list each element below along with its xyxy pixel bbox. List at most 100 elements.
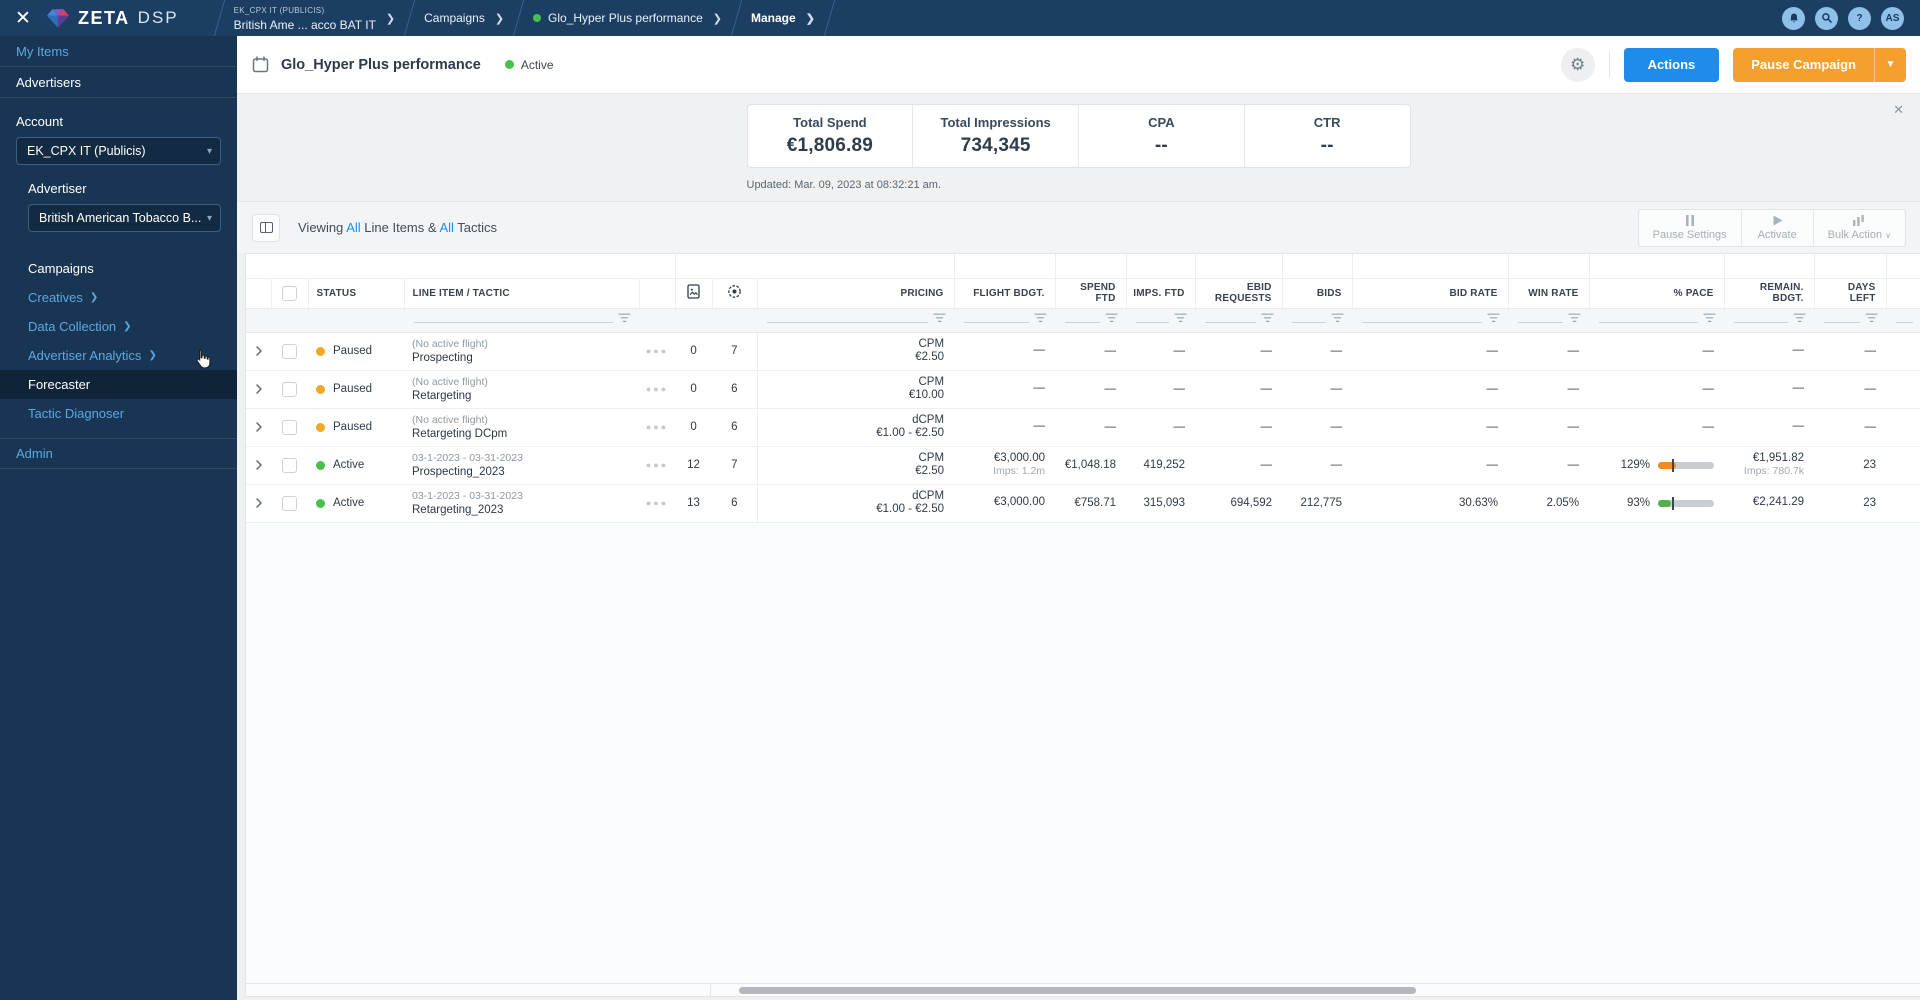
filter-icon[interactable] xyxy=(1034,313,1047,323)
col-header-imps-ftd[interactable]: IMPS. FTD xyxy=(1125,278,1196,309)
filter-input[interactable] xyxy=(1734,313,1789,323)
expand-row-icon[interactable] xyxy=(254,346,264,356)
avatar[interactable]: AS xyxy=(1881,6,1904,30)
row-menu-icon[interactable]: ●●● xyxy=(645,346,669,356)
breadcrumb-account[interactable]: EK_CPX IT (PUBLICIS) British Ame ... acc… xyxy=(234,0,395,36)
col-header-win-rate[interactable]: WIN RATE xyxy=(1507,278,1590,309)
advertiser-select[interactable]: British American Tobacco B... ▾ xyxy=(28,204,221,232)
expand-row-button[interactable] xyxy=(246,446,271,485)
row-checkbox[interactable] xyxy=(282,457,297,473)
col-header-pricing[interactable]: PRICING xyxy=(756,278,955,309)
bulk-action-button[interactable]: Bulk Action ∨ xyxy=(1812,209,1905,246)
notifications-button[interactable] xyxy=(1782,6,1805,30)
scrollbar-thumb[interactable] xyxy=(739,987,1416,994)
all-line-items-link[interactable]: All xyxy=(346,220,361,235)
row-menu-icon[interactable]: ●●● xyxy=(645,384,669,394)
pause-campaign-button[interactable]: Pause Campaign ▼ xyxy=(1733,47,1906,82)
expand-row-icon[interactable] xyxy=(254,384,264,394)
row-menu-icon[interactable]: ●●● xyxy=(645,422,669,432)
col-header-ebid-requests[interactable]: EBID REQUESTS xyxy=(1194,278,1283,309)
zeta-dsp-logo[interactable]: ZETA DSP xyxy=(46,8,179,29)
col-header-creatives-icon[interactable] xyxy=(674,278,713,309)
breadcrumb-manage[interactable]: Manage ❯ xyxy=(751,0,815,36)
filter-input[interactable] xyxy=(1896,313,1914,323)
breadcrumb-campaigns[interactable]: Campaigns ❯ xyxy=(424,0,504,36)
column-settings-button[interactable] xyxy=(252,213,280,242)
line-item-cell[interactable]: (No active flight) Prospecting xyxy=(404,332,639,371)
filter-icon[interactable] xyxy=(1105,313,1118,323)
expand-row-button[interactable] xyxy=(246,484,271,523)
row-menu-icon[interactable]: ●●● xyxy=(645,460,669,470)
breadcrumb-campaign[interactable]: Glo_Hyper Plus performance ❯ xyxy=(533,0,722,36)
activate-button[interactable]: Activate xyxy=(1740,209,1813,246)
row-checkbox[interactable] xyxy=(282,343,297,359)
col-header-status[interactable]: STATUS xyxy=(307,278,404,309)
filter-icon[interactable] xyxy=(1331,313,1344,323)
sidebar-item-data-collection[interactable]: Data Collection ❯ xyxy=(0,312,237,341)
account-select[interactable]: EK_CPX IT (Publicis) ▾ xyxy=(16,137,221,165)
col-header-pace[interactable]: % PACE xyxy=(1588,278,1725,309)
line-item-cell[interactable]: (No active flight) Retargeting xyxy=(404,370,639,409)
col-header-flight-budget[interactable]: FLIGHT BDGT. xyxy=(953,278,1056,309)
filter-icon[interactable] xyxy=(618,313,631,323)
row-menu-icon[interactable]: ●●● xyxy=(645,498,669,508)
sidebar-item-my-items[interactable]: My Items xyxy=(0,36,237,67)
sidebar-item-admin[interactable]: Admin xyxy=(0,438,237,469)
col-header-spend-ftd[interactable]: SPEND FTD xyxy=(1054,278,1127,309)
sidebar-item-campaigns[interactable]: Campaigns xyxy=(0,254,237,283)
sidebar-item-advertiser-analytics[interactable]: Advertiser Analytics ❯ xyxy=(0,341,237,370)
filter-icon[interactable] xyxy=(1568,313,1581,323)
close-icon[interactable]: ✕ xyxy=(15,7,31,29)
line-item-cell[interactable]: 03-1-2023 - 03-31-2023 Prospecting_2023 xyxy=(404,446,639,485)
row-checkbox[interactable] xyxy=(282,381,297,397)
all-tactics-link[interactable]: All xyxy=(439,220,454,235)
help-button[interactable]: ? xyxy=(1848,6,1871,30)
settings-button[interactable]: ⚙ xyxy=(1560,47,1595,82)
filter-input[interactable] xyxy=(767,313,929,323)
filter-icon[interactable] xyxy=(1174,313,1187,323)
expand-row-icon[interactable] xyxy=(254,498,264,508)
filter-input[interactable] xyxy=(1292,313,1327,323)
filter-icon[interactable] xyxy=(933,313,946,323)
filter-input[interactable] xyxy=(1065,313,1101,323)
expand-row-button[interactable] xyxy=(246,408,271,447)
line-item-cell[interactable]: (No active flight) Retargeting DCpm xyxy=(404,408,639,447)
select-all-checkbox[interactable] xyxy=(282,285,297,301)
filter-input[interactable] xyxy=(414,313,613,323)
sidebar-item-forecaster[interactable]: Forecaster xyxy=(0,370,237,399)
sidebar-item-tactic-diagnoser[interactable]: Tactic Diagnoser xyxy=(0,399,237,428)
actions-button[interactable]: Actions xyxy=(1623,47,1720,82)
filter-icon[interactable] xyxy=(1793,313,1806,323)
col-header-bids[interactable]: BIDS xyxy=(1281,278,1353,309)
filter-icon[interactable] xyxy=(1487,313,1500,323)
sidebar-item-creatives[interactable]: Creatives ❯ xyxy=(0,283,237,312)
expand-row-button[interactable] xyxy=(246,332,271,371)
filter-icon[interactable] xyxy=(1261,313,1274,323)
filter-input[interactable] xyxy=(1205,313,1257,323)
line-item-cell[interactable]: 03-1-2023 - 03-31-2023 Retargeting_2023 xyxy=(404,484,639,523)
filter-input[interactable] xyxy=(964,313,1030,323)
filter-icon[interactable] xyxy=(1865,313,1878,323)
col-header-line-item[interactable]: LINE ITEM / TACTIC xyxy=(403,278,639,309)
filter-input[interactable] xyxy=(1824,313,1861,323)
sidebar-item-advertisers[interactable]: Advertisers xyxy=(0,67,237,98)
expand-row-button[interactable] xyxy=(246,370,271,409)
filter-icon[interactable] xyxy=(1703,313,1716,323)
col-header-remaining-budget[interactable]: REMAIN. BDGT. xyxy=(1723,278,1815,309)
row-checkbox[interactable] xyxy=(282,419,297,435)
col-header-days-left[interactable]: DAYS LEFT xyxy=(1813,278,1887,309)
filter-input[interactable] xyxy=(1136,313,1170,323)
pause-campaign-dropdown[interactable]: ▼ xyxy=(1874,47,1906,82)
col-header-bid-rate[interactable]: BID RATE xyxy=(1351,278,1509,309)
creatives-count-cell: 12 xyxy=(675,446,713,485)
expand-row-icon[interactable] xyxy=(254,460,264,470)
filter-input[interactable] xyxy=(1518,313,1564,323)
pause-settings-button[interactable]: Pause Settings xyxy=(1639,210,1741,246)
filter-input[interactable] xyxy=(1599,313,1699,323)
close-stats-icon[interactable]: ✕ xyxy=(1893,102,1904,117)
filter-input[interactable] xyxy=(1362,313,1483,323)
search-button[interactable] xyxy=(1815,6,1838,30)
row-checkbox[interactable] xyxy=(282,495,297,511)
col-header-tactics-icon[interactable] xyxy=(711,278,758,309)
expand-row-icon[interactable] xyxy=(254,422,264,432)
